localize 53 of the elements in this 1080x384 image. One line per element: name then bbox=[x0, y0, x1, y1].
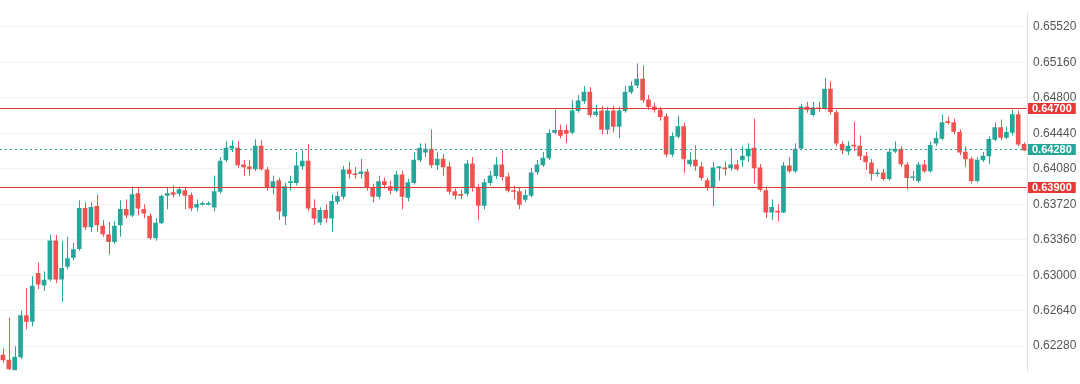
candlestick bbox=[153, 217, 158, 242]
candlestick bbox=[904, 161, 910, 191]
candlestick bbox=[370, 183, 375, 203]
candlestick bbox=[640, 64, 645, 104]
y-tick-label: 0.64080 bbox=[1033, 161, 1077, 176]
y-tick-label: 0.65520 bbox=[1033, 19, 1077, 34]
candlestick bbox=[898, 145, 904, 168]
y-tick-label: 0.63720 bbox=[1033, 196, 1077, 211]
candlestick bbox=[963, 145, 968, 168]
y-tick-label: 0.64440 bbox=[1033, 125, 1077, 140]
candlestick bbox=[429, 128, 434, 169]
candlestick bbox=[822, 77, 827, 111]
candlestick bbox=[698, 161, 704, 182]
candlestick bbox=[605, 106, 610, 135]
candlestick bbox=[12, 345, 17, 371]
candlestick bbox=[270, 175, 276, 195]
candlestick bbox=[65, 236, 70, 270]
candlestick bbox=[769, 198, 775, 221]
candlestick bbox=[24, 287, 29, 330]
candlestick bbox=[693, 144, 698, 172]
y-tick-label: 0.65160 bbox=[1033, 54, 1077, 69]
candlestick bbox=[968, 156, 974, 185]
candlestick bbox=[323, 203, 329, 224]
candlestick bbox=[828, 80, 833, 116]
y-tick-label: 0.64800 bbox=[1033, 90, 1077, 105]
candlestick bbox=[147, 212, 152, 241]
candlestick bbox=[552, 109, 557, 135]
ref-line-label: 0.63900 bbox=[1032, 181, 1072, 194]
candlestick bbox=[235, 140, 241, 169]
candlestick bbox=[587, 86, 593, 119]
y-tick-label: 0.62280 bbox=[1033, 338, 1077, 353]
candlestick bbox=[869, 158, 874, 182]
candlestick bbox=[6, 317, 12, 371]
candlestick bbox=[957, 128, 962, 156]
candlestick bbox=[164, 187, 170, 210]
candlestick bbox=[475, 183, 481, 221]
candlestick bbox=[299, 149, 305, 171]
candlestick bbox=[364, 168, 370, 192]
y-tick-label: 0.62640 bbox=[1033, 303, 1077, 318]
candlestick bbox=[358, 158, 364, 180]
candlestick bbox=[610, 105, 616, 133]
candlestick bbox=[112, 220, 117, 245]
candlestick bbox=[599, 105, 604, 135]
candlestick bbox=[59, 240, 64, 303]
ref-line-label: 0.64280 bbox=[1032, 143, 1072, 156]
candlestick bbox=[998, 119, 1003, 141]
y-tick-label: 0.63000 bbox=[1033, 267, 1077, 282]
candlestick bbox=[106, 221, 111, 256]
candlestick bbox=[634, 62, 640, 89]
ref-line-label: 0.64700 bbox=[1032, 102, 1072, 115]
candlestick bbox=[123, 198, 129, 219]
candlestick bbox=[117, 199, 123, 238]
y-tick-label: 0.63360 bbox=[1033, 232, 1077, 247]
